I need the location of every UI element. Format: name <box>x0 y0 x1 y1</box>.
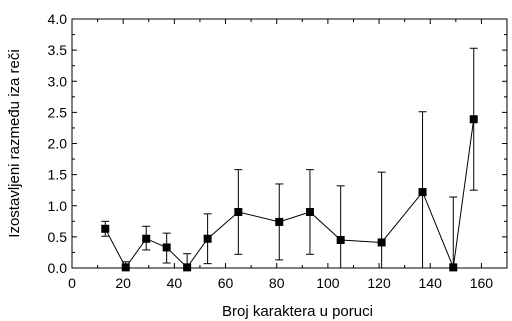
x-tick-label: 40 <box>167 275 183 291</box>
data-point <box>142 234 151 243</box>
y-tick-label: 3.5 <box>48 42 68 58</box>
data-point <box>449 263 458 272</box>
x-tick-label: 100 <box>316 275 340 291</box>
y-tick-label: 2.5 <box>48 104 68 120</box>
y-tick-label: 0.0 <box>48 260 68 276</box>
data-point <box>162 243 171 252</box>
data-point <box>275 217 284 226</box>
y-tick-label: 4.0 <box>48 11 68 27</box>
data-point <box>305 207 314 216</box>
x-tick-label: 60 <box>218 275 234 291</box>
x-axis-title: Broj karaktera u poruci <box>222 303 373 320</box>
data-point <box>121 263 130 272</box>
y-tick-label: 1.5 <box>48 167 68 183</box>
y-axis-title: Izostavljeni razmeđu iza reči <box>6 49 23 237</box>
plot-frame <box>71 18 508 269</box>
x-tick-label: 80 <box>269 275 285 291</box>
data-point <box>101 224 110 233</box>
data-point <box>377 238 386 247</box>
x-tick-label: 20 <box>115 275 131 291</box>
x-tick-label: 0 <box>68 275 76 291</box>
y-tick-label: 3.0 <box>48 73 68 89</box>
data-point <box>183 263 192 272</box>
data-point <box>234 207 243 216</box>
x-tick-label: 140 <box>419 275 443 291</box>
y-tick-label: 2.0 <box>48 136 68 152</box>
y-tick-label: 1.0 <box>48 198 68 214</box>
data-point <box>336 235 345 244</box>
x-tick-label: 160 <box>470 275 494 291</box>
data-point <box>203 234 212 243</box>
x-tick-label: 120 <box>367 275 391 291</box>
series-line <box>104 119 475 270</box>
y-tick-label: 0.5 <box>48 229 68 245</box>
data-point <box>469 115 478 124</box>
data-point <box>418 188 427 197</box>
